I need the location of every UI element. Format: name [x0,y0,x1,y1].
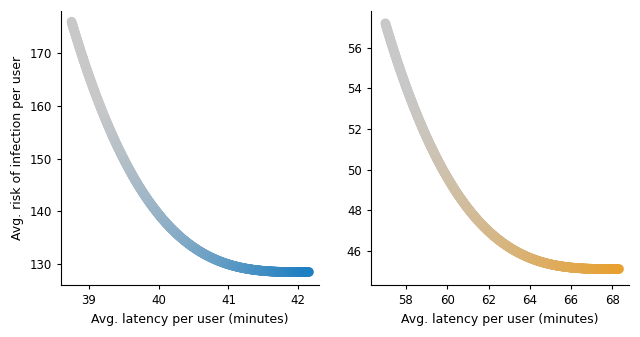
Y-axis label: Avg. risk of infection per user: Avg. risk of infection per user [11,56,24,240]
X-axis label: Avg. latency per user (minutes): Avg. latency per user (minutes) [92,313,289,326]
X-axis label: Avg. latency per user (minutes): Avg. latency per user (minutes) [401,313,598,326]
